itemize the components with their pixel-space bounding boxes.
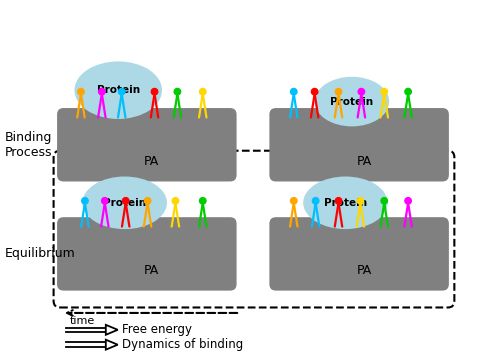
Circle shape (122, 198, 129, 204)
Text: time: time (70, 316, 96, 326)
Ellipse shape (82, 177, 167, 229)
Circle shape (381, 198, 388, 204)
Circle shape (405, 88, 411, 95)
FancyBboxPatch shape (57, 217, 236, 290)
Circle shape (336, 198, 342, 204)
Text: PA: PA (144, 264, 160, 277)
Ellipse shape (314, 77, 389, 126)
FancyBboxPatch shape (57, 108, 236, 182)
Text: Free energy: Free energy (122, 323, 192, 336)
Circle shape (98, 88, 105, 95)
Text: Protein: Protein (330, 96, 374, 106)
Text: PA: PA (356, 155, 372, 168)
Ellipse shape (74, 62, 162, 119)
Text: PA: PA (144, 155, 160, 168)
Circle shape (312, 88, 318, 95)
Text: Protein: Protein (103, 198, 146, 208)
Circle shape (290, 198, 297, 204)
Text: Equilibrium: Equilibrium (4, 247, 75, 260)
Circle shape (290, 88, 297, 95)
Circle shape (200, 88, 206, 95)
Ellipse shape (303, 177, 388, 229)
Circle shape (381, 88, 388, 95)
Text: Protein: Protein (96, 85, 140, 95)
Circle shape (78, 88, 84, 95)
Circle shape (200, 198, 206, 204)
FancyBboxPatch shape (270, 217, 449, 290)
Circle shape (82, 198, 88, 204)
Circle shape (172, 198, 178, 204)
Circle shape (102, 198, 108, 204)
Circle shape (336, 88, 342, 95)
Circle shape (357, 198, 364, 204)
FancyBboxPatch shape (270, 108, 449, 182)
Circle shape (174, 88, 180, 95)
Text: Protein: Protein (324, 198, 367, 208)
Text: Binding
Process: Binding Process (4, 131, 52, 159)
Circle shape (152, 88, 158, 95)
Circle shape (312, 198, 319, 204)
Circle shape (118, 88, 125, 95)
Text: Dynamics of binding: Dynamics of binding (122, 338, 243, 351)
Text: PA: PA (356, 264, 372, 277)
Circle shape (405, 198, 411, 204)
Polygon shape (106, 340, 118, 350)
Circle shape (144, 198, 151, 204)
Polygon shape (106, 325, 118, 335)
Circle shape (358, 88, 364, 95)
